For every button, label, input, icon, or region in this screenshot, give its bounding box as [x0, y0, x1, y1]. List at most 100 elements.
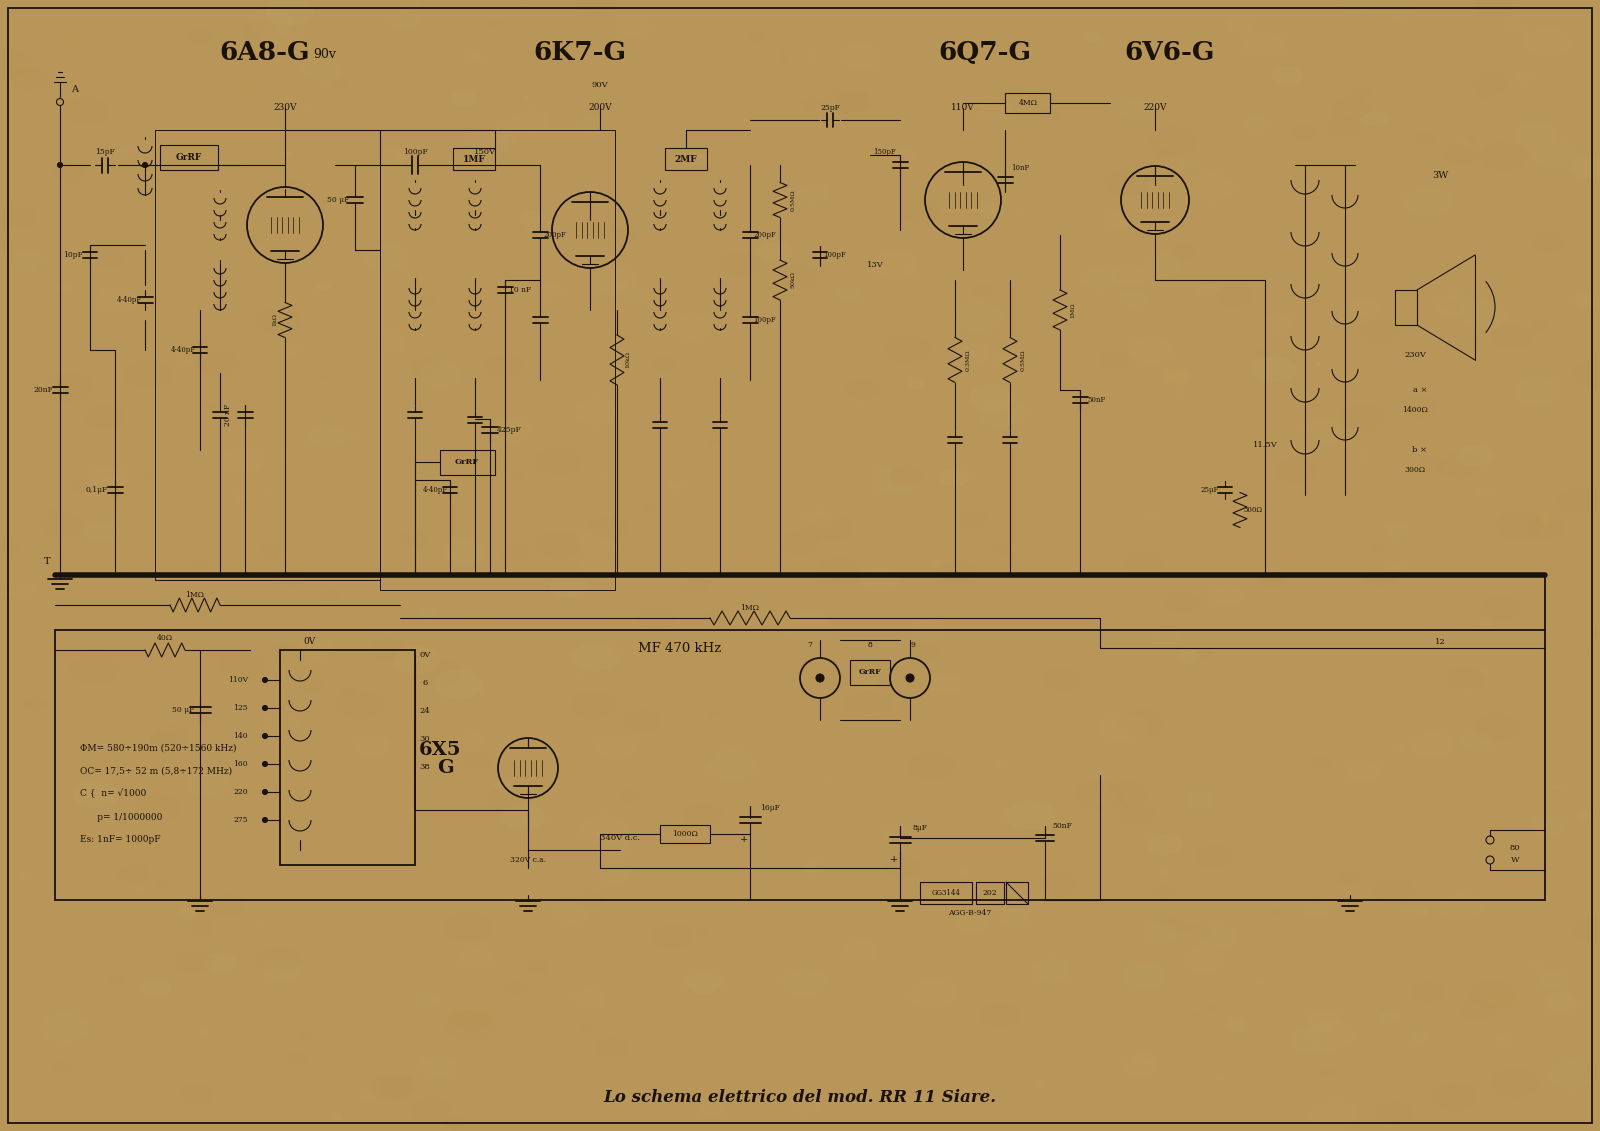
Text: 200V: 200V	[589, 104, 611, 112]
Bar	[1005, 93, 1050, 113]
Text: 16μF: 16μF	[760, 804, 779, 812]
Circle shape	[262, 677, 267, 682]
Circle shape	[816, 674, 824, 682]
Bar	[155, 130, 381, 580]
Text: 10 nF: 10 nF	[509, 286, 531, 294]
Text: 220: 220	[234, 788, 248, 796]
Text: 6X5: 6X5	[419, 741, 461, 759]
Text: 10pF: 10pF	[62, 251, 83, 259]
Text: 160: 160	[234, 760, 248, 768]
Text: 38: 38	[419, 763, 430, 771]
Text: AGG-B-947: AGG-B-947	[949, 909, 992, 917]
Circle shape	[262, 706, 267, 710]
Text: 3W: 3W	[1432, 171, 1448, 180]
Text: 90V: 90V	[592, 81, 608, 89]
Text: 1MF: 1MF	[462, 155, 485, 164]
Text: A: A	[72, 86, 78, 95]
Text: 50 μF: 50 μF	[326, 196, 349, 204]
Text: 90v: 90v	[314, 49, 336, 61]
Text: 13V: 13V	[867, 261, 883, 269]
Text: 110V: 110V	[227, 676, 248, 684]
Text: 15pF: 15pF	[94, 148, 115, 156]
Text: 220V: 220V	[1144, 104, 1166, 112]
Text: 110V: 110V	[950, 104, 974, 112]
Text: 6Q7-G: 6Q7-G	[939, 40, 1032, 64]
Text: 0.3MΩ: 0.3MΩ	[965, 349, 971, 371]
Text: 1kΩ: 1kΩ	[272, 313, 277, 327]
Text: 230V: 230V	[274, 104, 296, 112]
Text: 9: 9	[910, 641, 915, 649]
Text: 125: 125	[234, 703, 248, 713]
Text: 30: 30	[419, 735, 430, 743]
Bar	[920, 882, 973, 904]
Text: MF 470 kHz: MF 470 kHz	[638, 641, 722, 655]
Text: 200pF: 200pF	[754, 231, 776, 239]
Text: 11.5V: 11.5V	[1253, 441, 1277, 449]
Text: 7: 7	[808, 641, 813, 649]
Text: 1MΩ: 1MΩ	[741, 604, 760, 612]
Text: C {  n= √1000: C { n= √1000	[80, 789, 146, 798]
Text: 10kΩ: 10kΩ	[626, 352, 630, 369]
Text: 1000Ω: 1000Ω	[672, 830, 698, 838]
Text: 0,1μF: 0,1μF	[86, 486, 109, 494]
Bar	[440, 450, 494, 475]
Text: Lo schema elettrico del mod. RR 11 Siare.: Lo schema elettrico del mod. RR 11 Siare…	[603, 1089, 997, 1106]
Text: 1MΩ: 1MΩ	[186, 592, 205, 599]
Text: 20nF: 20nF	[34, 386, 53, 394]
Bar	[976, 882, 1005, 904]
Bar	[1395, 290, 1418, 325]
Text: 6V6-G: 6V6-G	[1125, 40, 1216, 64]
Text: 0.5MΩ: 0.5MΩ	[790, 189, 795, 210]
Text: 50 μF: 50 μF	[171, 706, 194, 714]
Text: 6A8-G: 6A8-G	[219, 40, 310, 64]
Text: GG3144: GG3144	[931, 889, 960, 897]
Text: 300Ω: 300Ω	[1405, 466, 1426, 474]
Text: OC= 17,5÷ 52 m (5,8÷172 MHz): OC= 17,5÷ 52 m (5,8÷172 MHz)	[80, 767, 232, 776]
Bar	[850, 661, 890, 685]
Text: 12: 12	[1435, 638, 1445, 646]
Text: 140: 140	[234, 732, 248, 740]
Text: T: T	[43, 558, 50, 567]
Text: 0V: 0V	[304, 638, 317, 647]
Circle shape	[262, 818, 267, 822]
Text: 425pF: 425pF	[496, 426, 522, 434]
Text: +: +	[890, 855, 898, 864]
Bar	[381, 130, 614, 590]
Text: 0.5MΩ: 0.5MΩ	[1021, 349, 1026, 371]
Text: b ×: b ×	[1413, 446, 1427, 454]
Text: 6K7-G: 6K7-G	[533, 40, 627, 64]
Circle shape	[262, 734, 267, 739]
Text: GrRF: GrRF	[859, 668, 882, 676]
Circle shape	[262, 789, 267, 794]
Text: 340V d.c.: 340V d.c.	[600, 834, 640, 841]
Text: 80: 80	[1510, 844, 1520, 852]
Text: 25pF: 25pF	[821, 104, 840, 112]
Text: GrRF: GrRF	[454, 458, 478, 466]
Text: 150V: 150V	[474, 148, 496, 156]
Text: p= 1/1000000: p= 1/1000000	[80, 812, 162, 821]
Text: W: W	[1510, 856, 1520, 864]
Text: 20 nF: 20 nF	[224, 404, 232, 426]
Text: 230V: 230V	[1405, 351, 1426, 359]
Text: ΦM= 580÷190m (520÷1560 kHz): ΦM= 580÷190m (520÷1560 kHz)	[80, 743, 237, 752]
Text: 10nF: 10nF	[1011, 164, 1029, 172]
Circle shape	[906, 674, 914, 682]
Text: a ×: a ×	[1413, 386, 1427, 394]
Text: 40Ω: 40Ω	[157, 634, 173, 642]
Text: 4MΩ: 4MΩ	[1019, 100, 1037, 107]
Text: +: +	[739, 836, 749, 845]
Text: 50nF: 50nF	[1088, 396, 1106, 404]
Text: 4-40pF: 4-40pF	[117, 296, 141, 304]
Text: 25μF: 25μF	[1202, 486, 1219, 494]
Text: 8: 8	[867, 641, 872, 649]
Bar	[1006, 882, 1027, 904]
Text: G: G	[437, 759, 453, 777]
Bar	[453, 148, 494, 170]
Bar	[666, 148, 707, 170]
Text: 1MΩ: 1MΩ	[1070, 302, 1075, 318]
Text: 4-40pF: 4-40pF	[171, 346, 195, 354]
Text: 50kΩ: 50kΩ	[790, 271, 795, 288]
Bar	[160, 145, 218, 170]
Text: 100pF: 100pF	[403, 148, 427, 156]
Bar	[280, 650, 414, 865]
